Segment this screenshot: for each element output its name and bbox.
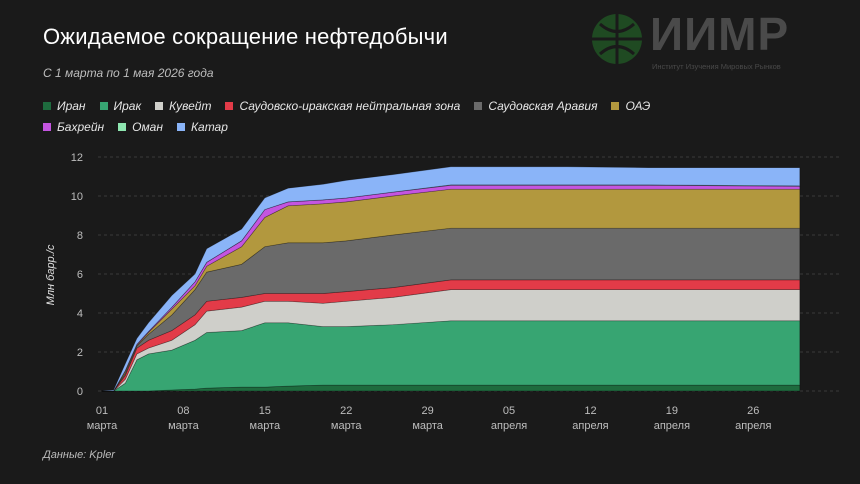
x-tick-day: 12 (584, 405, 596, 417)
legend-label: Бахрейн (57, 120, 105, 134)
x-tick-day: 05 (503, 405, 515, 417)
x-tick-day: 22 (340, 405, 352, 417)
legend-swatch (43, 123, 51, 131)
legend-swatch (225, 102, 234, 110)
legend-swatch (474, 102, 483, 110)
y-tick-label: 10 (71, 191, 83, 203)
legend-label: ОАЭ (625, 99, 651, 113)
x-tick-day: 29 (422, 405, 434, 417)
chart-subtitle: С 1 марта по 1 мая 2026 года (43, 66, 214, 80)
legend-item: Саудовско-иракская нейтральная зона (225, 96, 460, 117)
x-tick-day: 15 (259, 405, 271, 417)
y-tick-label: 2 (77, 347, 83, 359)
legend-label: Кувейт (169, 99, 212, 113)
y-tick-label: 8 (77, 230, 83, 242)
x-tick-month: марта (412, 420, 443, 432)
x-tick-month: марта (168, 420, 199, 432)
y-tick-label: 0 (77, 386, 83, 398)
watermark-logo-text: ИИМР (650, 8, 790, 60)
x-tick-month: апреля (491, 420, 527, 432)
legend-label: Ирак (113, 99, 142, 113)
x-tick-month: апреля (735, 420, 771, 432)
legend-label: Оман (132, 120, 163, 134)
legend-label: Катар (190, 120, 228, 134)
legend-label: Саудовская Аравия (488, 99, 598, 113)
y-tick-label: 6 (77, 269, 83, 281)
area-series-4 (102, 227, 801, 392)
legend-item: Катар (176, 117, 228, 138)
x-tick-day: 01 (96, 405, 108, 417)
globe-logo-icon (590, 12, 644, 71)
x-tick-month: апреля (572, 420, 608, 432)
x-tick-month: марта (87, 420, 118, 432)
x-tick-month: марта (250, 420, 281, 432)
x-tick-month: апреля (654, 420, 690, 432)
legend-item: ОАЭ (611, 96, 650, 117)
legend-label: Саудовско-иракская нейтральная зона (239, 99, 461, 113)
legend-label: Иран (57, 99, 86, 113)
x-tick-month: марта (331, 420, 362, 432)
legend-item: Саудовская Аравия (474, 96, 597, 117)
legend-swatch (611, 102, 620, 110)
x-tick-day: 08 (177, 405, 189, 417)
legend-swatch (43, 102, 51, 110)
area-series-8 (101, 166, 801, 392)
y-axis-label: Млн барр./с (45, 244, 57, 305)
legend-item: Оман (118, 117, 163, 138)
legend-item: Кувейт (155, 96, 211, 117)
legend-swatch (155, 102, 164, 110)
x-tick-day: 26 (747, 405, 759, 417)
legend-swatch (176, 123, 185, 131)
y-tick-label: 12 (71, 152, 83, 164)
legend-item: Бахрейн (43, 117, 104, 138)
y-tick-label: 4 (77, 308, 83, 320)
legend-item: Иран (43, 96, 86, 117)
legend-swatch (99, 102, 108, 110)
legend-item: Ирак (99, 96, 142, 117)
x-tick-day: 19 (666, 405, 678, 417)
chart-title: Ожидаемое сокращение нефтедобычи (43, 24, 448, 49)
watermark-org-name: Институт Изучения Мировых Рынков (652, 62, 781, 71)
legend: Иран Ирак Кувейт Саудовско-иракская нейтрал… (43, 96, 843, 138)
data-source: Данные: Kpler (43, 449, 115, 461)
legend-swatch (118, 123, 127, 131)
